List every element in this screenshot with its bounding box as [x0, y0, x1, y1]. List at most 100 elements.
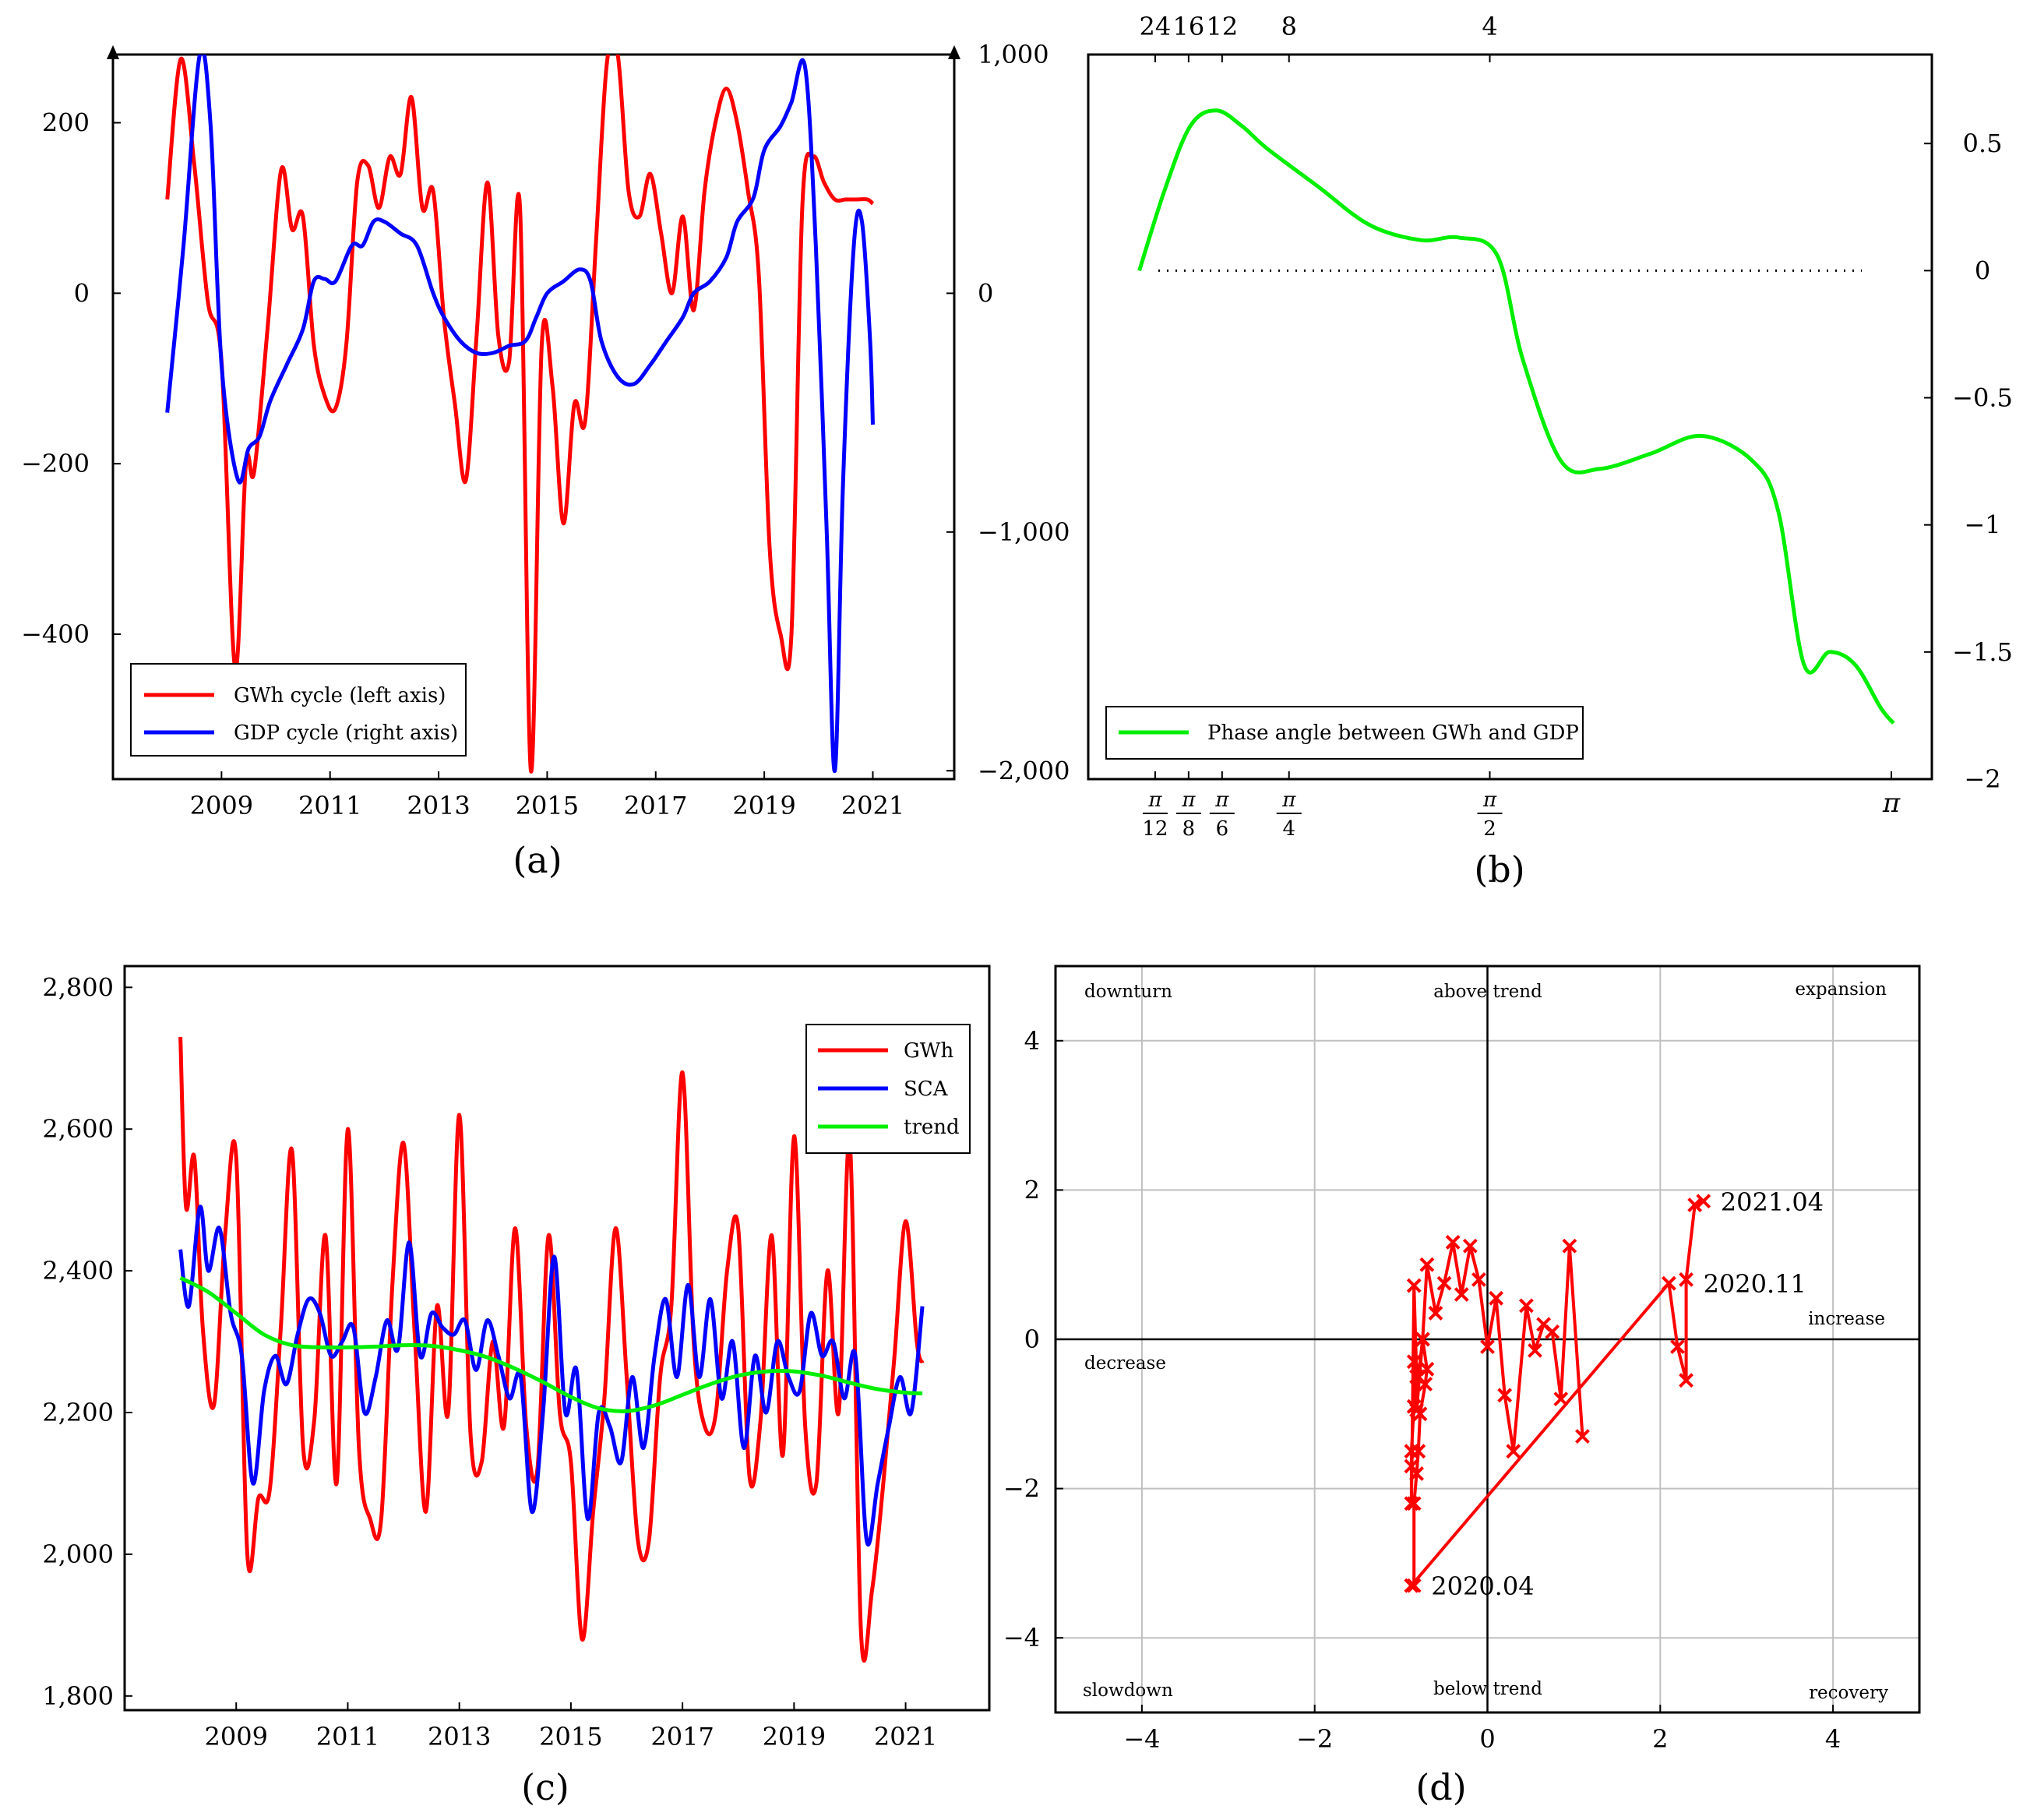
cycle-path-marker	[1506, 1444, 1521, 1459]
cycle-path-marker	[1670, 1339, 1685, 1354]
panel-d-x-tick-label: 2	[1652, 1724, 1668, 1754]
panel-d-y-tick-label: 0	[1024, 1324, 1040, 1354]
panel-b-top-tick-label: 8	[1281, 12, 1297, 41]
panel-a-caption: (a)	[513, 839, 562, 881]
quadrant-label-slowdown: slowdown	[1083, 1681, 1173, 1701]
cycle-path-marker	[1428, 1306, 1443, 1321]
cycle-path-marker	[1575, 1429, 1590, 1444]
panel-b-caption: (b)	[1474, 848, 1524, 891]
panel-b-x-tick-denominator: 4	[1282, 817, 1295, 841]
quadrant-label-above-trend: above trend	[1433, 982, 1542, 1002]
cycle-path-marker	[1480, 1339, 1495, 1354]
panel-a-x-axis: 2009 2011 2013 2015 2017 2019 2021	[190, 771, 904, 820]
panel-b-y-tick-label: −1	[1964, 510, 2000, 540]
panel-b-y-axis: 0.5 0 −0.5 −1 −1.5 −2	[1924, 129, 2013, 794]
panel-a-right-y-tick-label: −1,000	[978, 517, 1070, 547]
cycle-path-marker	[1445, 1235, 1461, 1250]
panel-d-x-tick-label: −4	[1123, 1724, 1160, 1754]
cycle-path-marker	[1497, 1388, 1513, 1403]
cycle-path-marker	[1536, 1317, 1551, 1332]
quadrant-label-below-trend: below trend	[1433, 1679, 1542, 1699]
panel-c-x-tick-label: 2009	[205, 1722, 268, 1751]
panel-d-y-tick-label: 2	[1024, 1175, 1040, 1205]
panel-c-caption: (c)	[521, 1766, 569, 1808]
panel-b-plot	[1137, 108, 1895, 725]
cycle-path-marker	[1404, 1496, 1419, 1511]
panel-a-legend-label-gwh: GWh cycle (left axis)	[234, 684, 446, 707]
panel-a-right-y-tick-label: 1,000	[978, 40, 1049, 69]
cycle-path-marker	[1404, 1578, 1419, 1593]
panel-a-legend-label-gdp: GDP cycle (right axis)	[234, 721, 458, 745]
panel-c-y-tick-label: 2,000	[42, 1540, 114, 1569]
panel-b-x-tick-label: π	[1882, 788, 1901, 819]
quadrant-label-decrease: decrease	[1084, 1353, 1166, 1374]
panel-d-plot	[1404, 1194, 1711, 1593]
cycle-path-marker	[1404, 1458, 1419, 1474]
panel-a-left-y-axis: 200 0 −200 −400	[21, 108, 121, 649]
panel-d-x-tick-label: −2	[1296, 1724, 1333, 1754]
cycle-path-marker	[1489, 1290, 1504, 1306]
cycle-path-marker	[1696, 1194, 1711, 1209]
panel-a-right-axis-arrowhead	[948, 45, 960, 59]
cycle-path-marker	[1454, 1287, 1469, 1302]
panel-b-x-tick-denominator: 8	[1182, 817, 1196, 841]
panel-a-x-tick-label: 2011	[298, 791, 361, 820]
panel-b-x-tick-numerator: π	[1482, 788, 1497, 812]
panel-c-legend-label-sca: SCA	[904, 1078, 949, 1101]
cycle-path-marker	[1411, 1444, 1426, 1459]
panel-a-legend-box	[130, 663, 467, 757]
cycle-path-marker	[1419, 1361, 1435, 1377]
panel-b-y-tick-label: 0	[1975, 256, 1990, 285]
panel-b-y-tick-label: −1.5	[1952, 637, 2013, 667]
panel-b-x-tick-numerator: π	[1214, 788, 1229, 812]
panel-d-x-tick-label: 4	[1825, 1724, 1841, 1754]
panel-c-y-tick-label: 2,800	[42, 972, 114, 1002]
panel-d-annotation: 2021.04	[1721, 1187, 1824, 1217]
panel-b-y-tick-label: −0.5	[1952, 383, 2013, 413]
panel-a-x-tick-label: 2019	[732, 791, 795, 820]
cycle-path-marker	[1518, 1298, 1534, 1314]
cycle-path-marker	[1406, 1354, 1422, 1370]
cycle-path-marker	[1562, 1238, 1577, 1254]
trend-line	[179, 1275, 923, 1413]
panel-b-x-tick-numerator: π	[1147, 788, 1162, 812]
panel-d-y-tick-label: −4	[1003, 1623, 1040, 1652]
panel-c-legend-label-trend: trend	[904, 1116, 960, 1139]
cycle-path-marker	[1553, 1391, 1569, 1407]
panel-d: −4 −2 0 2 4 4 2 0 −2 −4 downturn above trend exp…	[1003, 965, 1921, 1808]
cycle-path-marker	[1687, 1197, 1703, 1212]
panel-c-x-tick-label: 2017	[650, 1722, 714, 1751]
panel-d-y-tick-label: −2	[1003, 1474, 1040, 1504]
panel-a-x-tick-label: 2009	[190, 791, 253, 820]
panel-b-frame	[1087, 53, 1933, 781]
panel-d-y-axis: 4 2 0 −2 −4	[1003, 1026, 1063, 1652]
panel-a-legend: GWh cycle (left axis) GDP cycle (right a…	[130, 663, 467, 757]
gdp-cycle-line	[165, 55, 875, 773]
panel-c-y-tick-label: 1,800	[42, 1681, 114, 1711]
panel-c-x-tick-label: 2013	[428, 1722, 491, 1751]
cycle-path-marker	[1661, 1275, 1676, 1291]
cycle-path-marker	[1418, 1377, 1433, 1391]
panel-a-right-y-axis: 1,000 0 −1,000 −2,000	[946, 40, 1070, 785]
quadrant-label-recovery: recovery	[1809, 1683, 1888, 1703]
panel-c-x-tick-label: 2011	[316, 1722, 379, 1751]
panel-b-top-tick-label: 16	[1173, 12, 1205, 41]
panel-a-x-tick-label: 2021	[841, 791, 904, 820]
cycle-path-marker	[1679, 1272, 1693, 1287]
panel-b-x-tick-denominator: 2	[1483, 817, 1496, 841]
panel-c: 2009 2011 2013 2015 2017 2019 2021 2,8002,6002…	[42, 965, 991, 1808]
cycle-path-marker	[1679, 1373, 1693, 1388]
cycle-path-marker	[1406, 1278, 1422, 1293]
cycle-path-marker	[1419, 1257, 1435, 1272]
panel-b-top-tick-label: 12	[1206, 12, 1238, 41]
gwh-cycle-line	[165, 55, 875, 774]
panel-d-annotation: 2020.11	[1704, 1269, 1806, 1299]
panel-d-x-axis: −4 −2 0 2 4	[1123, 1705, 1841, 1754]
panel-d-quadrant-labels: downturn above trend expansion slowdown …	[1083, 979, 1888, 1703]
panel-c-y-axis: 2,800 2,600 2,400 2,200 2,000 1,800	[42, 972, 132, 1711]
panel-b-top-tick-label: 24	[1140, 12, 1172, 41]
sca-line	[178, 1205, 925, 1547]
